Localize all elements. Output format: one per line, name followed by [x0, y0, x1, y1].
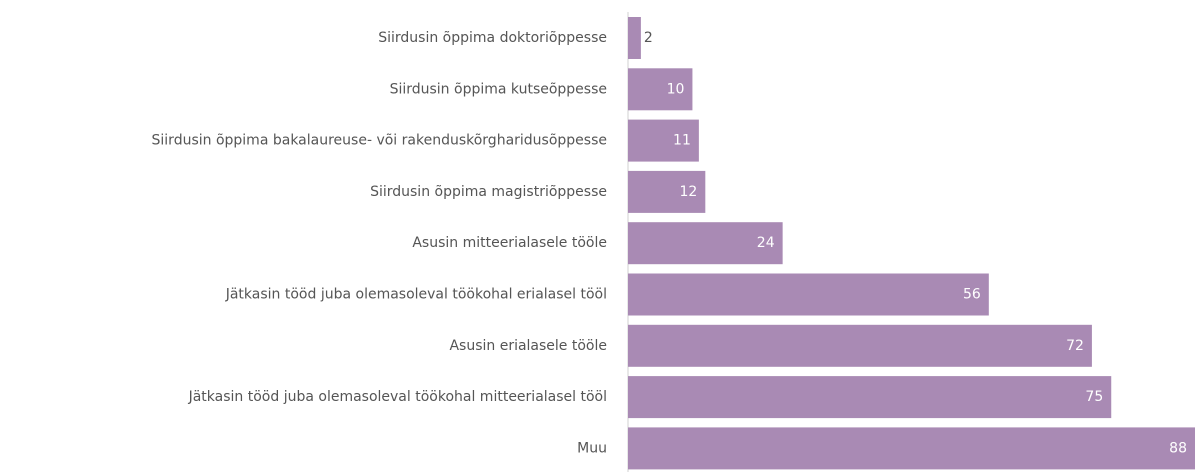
category-label: Jätkasin tööd juba olemasoleval töökohal…	[188, 389, 607, 405]
bar	[628, 170, 706, 213]
data-label: 56	[963, 287, 981, 303]
data-label: 72	[1066, 338, 1084, 354]
bar	[628, 222, 783, 265]
bar	[628, 273, 989, 316]
category-label: Siirdusin õppima bakalaureuse- või raken…	[152, 133, 607, 149]
category-label: Siirdusin õppima magistriõppesse	[370, 184, 607, 200]
bar	[628, 427, 1195, 470]
category-label: Jätkasin tööd juba olemasoleval töökohal…	[225, 287, 607, 303]
category-label: Siirdusin õppima kutseõppesse	[390, 81, 607, 97]
category-label: Muu	[577, 440, 607, 456]
bar	[628, 119, 699, 162]
bar	[628, 17, 641, 59]
category-label: Siirdusin õppima doktoriõppesse	[378, 30, 607, 46]
data-label: 24	[757, 235, 775, 251]
data-label: 11	[673, 133, 691, 149]
data-label: 12	[679, 184, 697, 200]
data-label: 88	[1169, 440, 1187, 456]
bar	[628, 68, 693, 111]
data-label: 10	[667, 81, 685, 97]
bar	[628, 376, 1112, 419]
category-label: Asusin erialasele tööle	[449, 338, 607, 354]
category-label: Asusin mitteerialasele tööle	[412, 235, 607, 251]
data-label: 75	[1085, 389, 1103, 405]
bar	[628, 324, 1092, 367]
data-label: 2	[644, 30, 653, 46]
